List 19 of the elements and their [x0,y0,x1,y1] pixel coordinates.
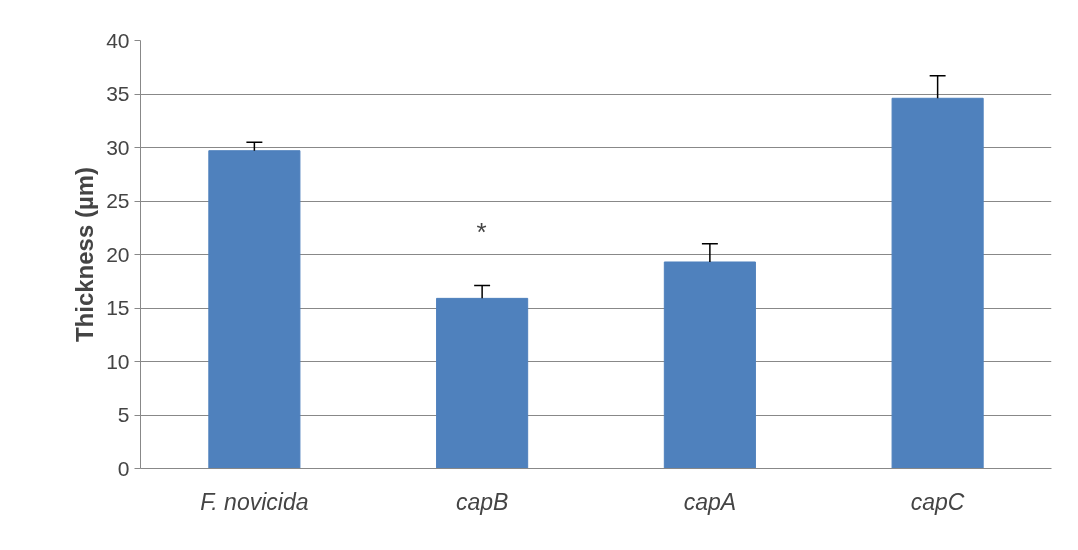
bar [208,150,301,469]
y-tick-label: 25 [106,189,130,212]
y-tick-label: 30 [106,135,130,159]
y-tick-label: 5 [117,403,130,426]
bar [663,261,756,469]
y-tick-label: 35 [106,82,130,105]
x-tick-label: capA [683,488,737,515]
x-tick-label: capB [455,488,509,515]
y-tick-label: 20 [106,242,130,266]
x-tick-label: F. novicida [200,488,309,515]
y-tick-label: 0 [117,456,130,480]
bar [436,297,529,469]
y-tick-label: 40 [106,28,130,52]
x-tick-label: capC [910,488,965,515]
annotation: * [476,216,487,247]
bar [891,97,984,469]
y-axis-title: Thickness (µm) [71,166,99,343]
y-tick-label: 10 [106,349,130,373]
y-tick-label: 15 [106,296,130,319]
